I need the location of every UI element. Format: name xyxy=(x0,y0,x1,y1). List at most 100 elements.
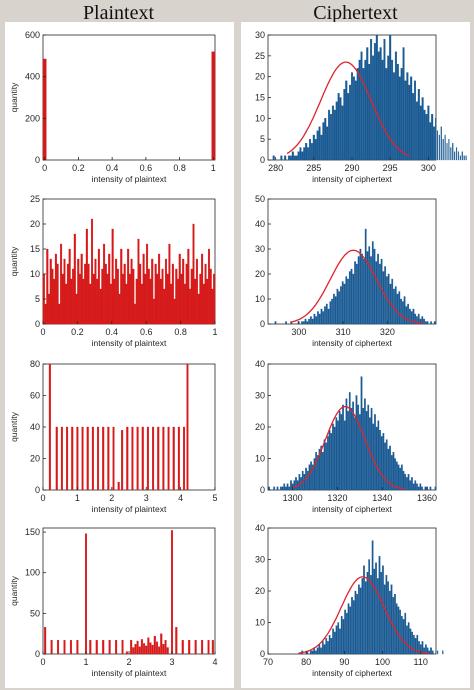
histogram-bar xyxy=(357,404,360,491)
histogram-bar xyxy=(346,612,348,655)
histogram-bar xyxy=(390,584,393,655)
histogram-bar xyxy=(112,426,115,491)
histogram-bar xyxy=(373,248,376,325)
histogram-bar xyxy=(385,68,388,161)
histogram-bar xyxy=(334,296,337,325)
histogram-bar xyxy=(430,647,432,655)
histogram-bar xyxy=(316,130,319,161)
histogram-bar xyxy=(318,644,321,655)
y-tick-label: 0 xyxy=(35,649,40,659)
histogram-bar xyxy=(306,470,309,491)
x-tick-label: 285 xyxy=(306,163,321,173)
histogram-bar xyxy=(364,228,367,325)
histogram-bar xyxy=(364,59,367,161)
ciphertext-column-title: Ciphertext xyxy=(313,2,398,24)
histogram-bar xyxy=(431,114,434,161)
histogram-bar xyxy=(322,122,325,161)
histogram-bar xyxy=(310,143,313,161)
histogram-bar xyxy=(392,452,395,491)
histogram-bar xyxy=(335,101,338,161)
x-tick-label: 1 xyxy=(211,163,216,173)
histogram-bar xyxy=(352,600,355,655)
histogram-bar xyxy=(421,641,424,655)
histogram-bar xyxy=(321,641,324,655)
histogram-bar xyxy=(383,39,386,161)
histogram-bar xyxy=(337,622,340,655)
histogram-bar xyxy=(285,486,287,491)
histogram-bar xyxy=(349,606,352,655)
histogram-bar xyxy=(293,480,296,491)
histogram-bar xyxy=(299,147,302,161)
histogram-bar xyxy=(60,426,63,491)
x-tick-label: 2 xyxy=(126,657,131,667)
histogram-bar xyxy=(375,426,378,491)
histogram-bar xyxy=(364,581,367,655)
histogram-bar xyxy=(324,306,326,325)
histogram-bar xyxy=(73,233,76,325)
histogram-bar xyxy=(376,578,379,655)
y-tick-label: 30 xyxy=(255,244,265,254)
histogram-bar xyxy=(322,452,324,491)
histogram-bar xyxy=(403,296,406,325)
histogram-bar xyxy=(402,470,405,491)
histogram-bar xyxy=(55,426,58,491)
x-tick-label: 290 xyxy=(344,163,359,173)
y-tick-label: 20 xyxy=(255,586,265,596)
histogram-bar xyxy=(381,59,384,161)
histogram-bar xyxy=(326,126,329,161)
histogram-bar xyxy=(421,486,423,491)
histogram-bar xyxy=(162,426,165,491)
histogram-bar xyxy=(281,486,284,491)
histogram-bar xyxy=(452,143,454,161)
histogram-bar xyxy=(414,480,417,491)
y-tick-label: 400 xyxy=(25,72,40,82)
histogram-bar xyxy=(291,151,294,161)
y-tick-label: 0 xyxy=(260,649,265,659)
y-tick-label: 0 xyxy=(35,485,40,495)
histogram-bar xyxy=(378,556,381,655)
plaintext-column-title: Plaintext xyxy=(82,2,155,24)
histogram-bar xyxy=(320,647,322,655)
x-axis-label: intensity of plaintext xyxy=(92,504,167,514)
histogram-bar xyxy=(383,584,386,655)
histogram-bar xyxy=(393,72,395,161)
plot-frame xyxy=(42,527,216,655)
histogram-bar xyxy=(108,640,111,655)
histogram-bar xyxy=(132,268,135,325)
histogram-bar xyxy=(421,97,424,161)
histogram-bar xyxy=(91,426,94,491)
histogram-bar xyxy=(342,404,344,491)
y-tick-label: 200 xyxy=(25,113,40,123)
histogram-bar xyxy=(371,241,374,325)
histogram-bar xyxy=(311,650,314,655)
histogram-bar xyxy=(435,650,437,655)
histogram-bar xyxy=(46,248,49,325)
histogram-bar xyxy=(187,248,190,325)
histogram-bar xyxy=(302,321,305,325)
histogram-bar xyxy=(342,619,345,655)
histogram-bar xyxy=(280,155,283,161)
x-tick-label: 0 xyxy=(40,657,45,667)
histogram-bar xyxy=(370,256,372,325)
x-tick-label: 100 xyxy=(375,657,390,667)
x-tick-label: 0 xyxy=(42,163,47,173)
histogram-bar xyxy=(115,640,118,655)
histogram-bar xyxy=(284,155,287,161)
histogram-bar xyxy=(442,139,444,161)
histogram-bar xyxy=(359,248,362,325)
x-tick-label: 3 xyxy=(169,657,174,667)
histogram-bar xyxy=(354,261,356,325)
histogram-bar xyxy=(151,258,154,325)
histogram-bar xyxy=(330,114,332,161)
normal-fit-curve xyxy=(298,576,429,654)
x-tick-label: 295 xyxy=(383,163,398,173)
histogram-bar xyxy=(375,562,377,655)
histogram-bar xyxy=(391,59,394,161)
histogram-bar xyxy=(276,486,279,491)
histogram-bar xyxy=(320,308,323,325)
y-axis-label: quantity xyxy=(9,575,19,606)
histogram-bar xyxy=(328,634,331,655)
y-tick-label: 20 xyxy=(255,269,265,279)
histogram-bar xyxy=(418,641,420,655)
